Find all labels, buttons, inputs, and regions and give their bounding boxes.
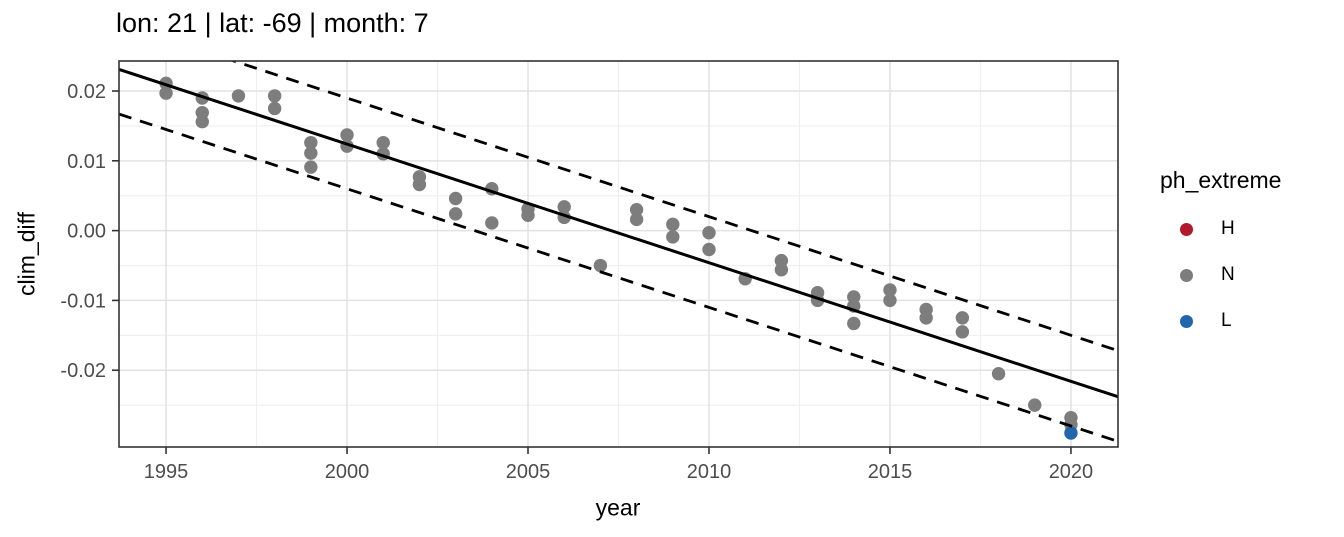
y-axis-title: clim_diff xyxy=(13,212,40,296)
data-point-N xyxy=(340,128,354,142)
legend-dot-icon xyxy=(1180,314,1193,328)
data-point-N xyxy=(919,311,933,325)
legend-title: ph_extreme xyxy=(1160,167,1282,193)
x-tick-label: 2020 xyxy=(1049,461,1094,483)
data-point-N xyxy=(991,367,1006,381)
legend-item-L: L xyxy=(1160,298,1281,344)
legend-items: H N L xyxy=(1160,206,1281,344)
data-point-N xyxy=(1028,398,1042,412)
data-point-N xyxy=(883,293,897,308)
data-point-N xyxy=(304,135,318,150)
data-point-N xyxy=(593,258,608,273)
x-tick-label: 2000 xyxy=(325,461,370,483)
x-axis-title: year xyxy=(595,494,641,521)
data-point-N xyxy=(521,208,535,222)
data-point-N xyxy=(159,86,173,100)
data-point-N xyxy=(412,177,427,192)
legend-item-label: N xyxy=(1221,264,1235,285)
y-tick-label: -0.01 xyxy=(60,290,106,312)
legend-item-label: H xyxy=(1221,218,1235,239)
legend-item-H: H xyxy=(1160,206,1281,252)
y-tick-label: -0.02 xyxy=(60,360,106,382)
x-tick-label: 2005 xyxy=(506,461,551,483)
data-point-N xyxy=(267,89,282,103)
data-point-N xyxy=(955,325,970,339)
data-point-N xyxy=(955,311,970,325)
data-point-N xyxy=(883,283,897,297)
x-tick-label: 1995 xyxy=(144,461,189,483)
data-point-N xyxy=(376,135,390,150)
data-point-N xyxy=(304,146,318,160)
data-point-N xyxy=(847,316,861,331)
data-point-N xyxy=(702,226,716,240)
data-point-N xyxy=(448,207,463,221)
legend-item-N: N xyxy=(1160,252,1281,298)
data-point-N xyxy=(629,202,644,217)
data-point-N xyxy=(557,200,571,214)
data-point-N xyxy=(666,217,680,232)
data-point-L xyxy=(1064,426,1078,440)
x-tick-label: 2010 xyxy=(687,461,732,483)
data-point-N xyxy=(231,89,246,103)
y-tick-label: 0.02 xyxy=(67,81,106,103)
data-point-N xyxy=(774,263,789,277)
data-point-N xyxy=(666,230,680,244)
y-tick-label: 0.00 xyxy=(67,221,106,243)
data-point-N xyxy=(702,242,716,257)
data-point-N xyxy=(485,216,499,230)
data-point-N xyxy=(267,101,282,116)
data-point-N xyxy=(195,115,209,129)
lines-layer xyxy=(119,61,1118,443)
legend-dot-icon xyxy=(1180,268,1193,282)
panel-border xyxy=(118,60,1119,448)
data-point-N xyxy=(304,160,318,174)
legend: ph_extreme H N L xyxy=(1160,166,1281,344)
y-tick-label: 0.01 xyxy=(67,151,106,173)
legend-dot-icon xyxy=(1180,222,1193,236)
data-point-N xyxy=(448,191,463,206)
x-tick-label: 2015 xyxy=(868,461,913,483)
plot-title: lon: 21 | lat: -69 | month: 7 xyxy=(116,8,429,38)
legend-item-label: L xyxy=(1221,310,1232,331)
data-point-N xyxy=(629,212,644,227)
trend-line xyxy=(119,67,1118,399)
